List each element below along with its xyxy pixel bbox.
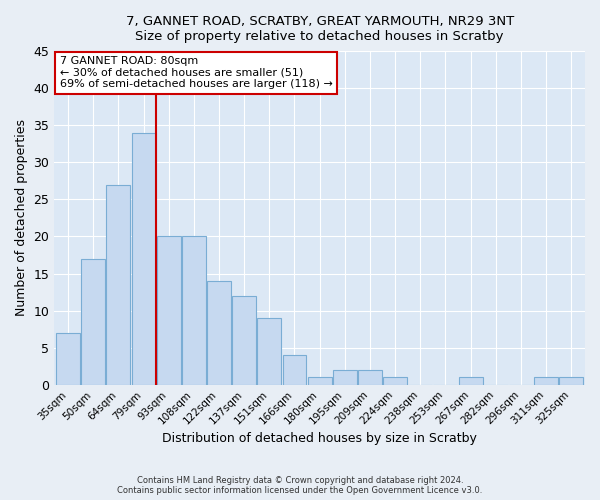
Bar — [458, 378, 482, 384]
Bar — [131, 132, 155, 384]
Title: 7, GANNET ROAD, SCRATBY, GREAT YARMOUTH, NR29 3NT
Size of property relative to d: 7, GANNET ROAD, SCRATBY, GREAT YARMOUTH,… — [125, 15, 514, 43]
Y-axis label: Number of detached properties: Number of detached properties — [15, 120, 28, 316]
Bar — [559, 378, 583, 384]
Text: Contains HM Land Registry data © Crown copyright and database right 2024.
Contai: Contains HM Land Registry data © Crown c… — [118, 476, 482, 495]
Bar — [232, 296, 256, 384]
Bar — [157, 236, 181, 384]
Bar — [106, 184, 130, 384]
Text: 7 GANNET ROAD: 80sqm
← 30% of detached houses are smaller (51)
69% of semi-detac: 7 GANNET ROAD: 80sqm ← 30% of detached h… — [59, 56, 332, 90]
Bar — [207, 281, 231, 384]
Bar — [182, 236, 206, 384]
Bar — [534, 378, 558, 384]
Bar — [257, 318, 281, 384]
Bar — [358, 370, 382, 384]
X-axis label: Distribution of detached houses by size in Scratby: Distribution of detached houses by size … — [162, 432, 477, 445]
Bar — [383, 378, 407, 384]
Bar — [56, 333, 80, 384]
Bar — [82, 258, 105, 384]
Bar — [308, 378, 332, 384]
Bar — [283, 355, 307, 384]
Bar — [333, 370, 357, 384]
